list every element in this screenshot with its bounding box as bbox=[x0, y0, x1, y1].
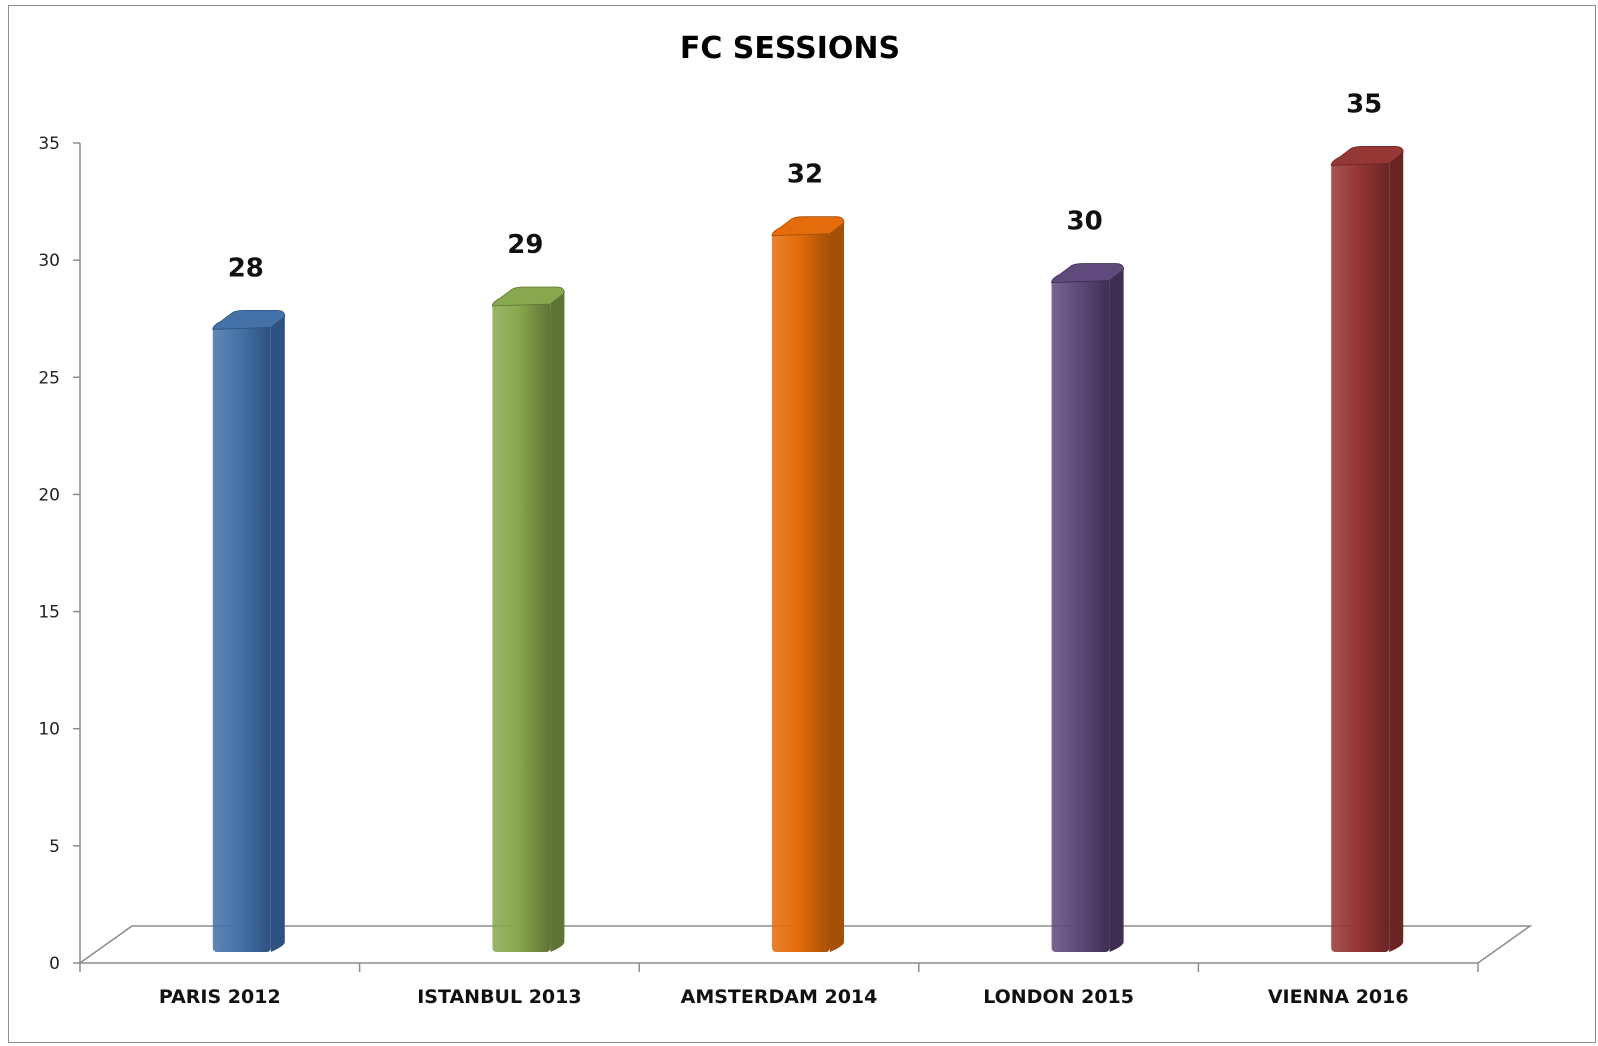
chart-title: FC SESSIONS bbox=[680, 31, 900, 66]
y-tick-label: 25 bbox=[38, 368, 60, 388]
data-label: 29 bbox=[507, 230, 543, 260]
bar-top-cap bbox=[1051, 263, 1125, 283]
x-tick-label: VIENNA 2016 bbox=[1268, 986, 1409, 1008]
data-labels: 28 29 32 30 35 bbox=[228, 89, 1383, 283]
bar-side-face bbox=[1389, 150, 1404, 952]
axes bbox=[77, 143, 1533, 964]
y-tick-label: 20 bbox=[38, 485, 60, 505]
bar-side-face bbox=[1109, 267, 1124, 952]
bar-0 bbox=[212, 310, 286, 952]
data-label: 32 bbox=[787, 160, 823, 190]
data-label: 35 bbox=[1346, 89, 1382, 119]
bar-top-cap bbox=[1330, 146, 1404, 166]
bar-front-face bbox=[1331, 161, 1390, 952]
bar-side-face bbox=[270, 314, 285, 952]
bar-top-cap bbox=[771, 216, 845, 237]
y-tick-label: 0 bbox=[49, 954, 60, 974]
bar-1 bbox=[491, 286, 565, 952]
y-axis-ticks: 0 5 10 15 20 25 30 35 bbox=[38, 134, 80, 974]
x-tick-label: LONDON 2015 bbox=[983, 986, 1134, 1008]
bar-side-face bbox=[550, 290, 565, 952]
bar-top-cap bbox=[212, 310, 286, 330]
y-tick-label: 5 bbox=[49, 837, 60, 857]
y-tick-label: 35 bbox=[38, 134, 60, 154]
bar-front-face bbox=[1051, 278, 1110, 952]
bar-2 bbox=[771, 216, 845, 952]
x-tick-label: AMSTERDAM 2014 bbox=[681, 986, 878, 1008]
bar-4 bbox=[1330, 146, 1404, 952]
x-tick-label: PARIS 2012 bbox=[159, 986, 281, 1008]
x-tick-label: ISTANBUL 2013 bbox=[417, 986, 581, 1008]
bar-front-face bbox=[492, 301, 551, 952]
y-tick-label: 15 bbox=[38, 603, 60, 623]
bars bbox=[212, 146, 1404, 952]
bar-3 bbox=[1051, 263, 1125, 952]
bar-top-cap bbox=[491, 286, 565, 307]
y-tick-label: 10 bbox=[38, 720, 60, 740]
bar-front-face bbox=[772, 231, 830, 952]
bar-front-face bbox=[212, 325, 271, 952]
x-axis-ticks: PARIS 2012 ISTANBUL 2013 AMSTERDAM 2014 LON… bbox=[79, 963, 1479, 1008]
data-label: 30 bbox=[1067, 207, 1103, 237]
bar-side-face bbox=[830, 220, 844, 952]
data-label: 28 bbox=[228, 253, 264, 283]
chart-floor bbox=[77, 925, 1533, 964]
y-tick-label: 30 bbox=[38, 251, 60, 271]
